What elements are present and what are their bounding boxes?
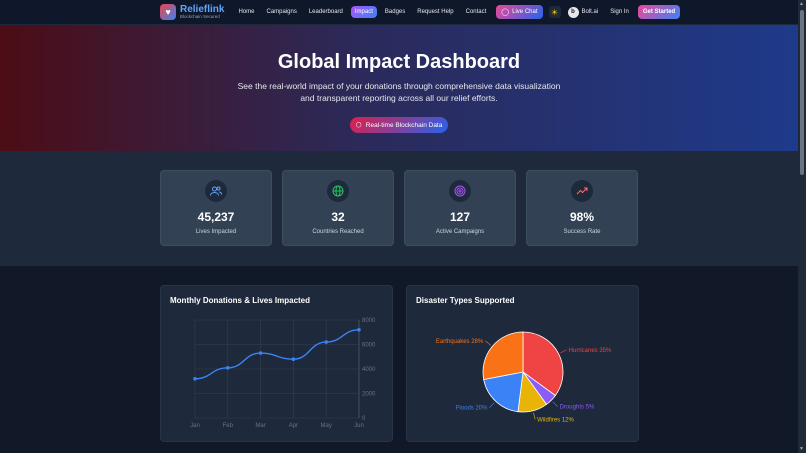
pie-leader-line [560, 349, 567, 354]
line-chart: 0 2000 4000 6000 8000 Jan Feb Mar Apr May Jun [190, 318, 376, 429]
data-point[interactable] [258, 351, 263, 355]
users-icon [205, 180, 227, 202]
stat-card-lives: 45,237 Lives Impacted [160, 170, 272, 246]
line-chart-card: Monthly Donations & Lives Impacted 0 2000… [160, 285, 393, 442]
sign-in-link[interactable]: Sign In [610, 9, 629, 15]
live-chat-label: Live Chat [512, 9, 538, 15]
data-point[interactable] [324, 340, 328, 344]
y-tick-label: 8000 [362, 318, 376, 324]
top-nav: ♥ Relieflink Blockchain Secured Home Camp… [0, 0, 798, 25]
bolt-icon: b [567, 6, 579, 18]
y-tick-label: 2000 [362, 392, 376, 398]
page-title: Global Impact Dashboard [277, 51, 521, 73]
scrollbar-thumb[interactable] [800, 10, 804, 175]
page-scrollbar[interactable]: ▲ ▼ [798, 0, 806, 453]
stat-card-countries: 32 Countries Reached [282, 170, 394, 246]
pie-chart: Hurricanes 35% Droughts 5% Wildfires 12% Fl… [436, 331, 612, 423]
line-chart-title: Monthly Donations & Lives Impacted [170, 296, 311, 305]
pie-leader-line [485, 340, 491, 346]
stats-section: 45,237 Lives Impacted 32 Countries Reach… [0, 151, 798, 266]
get-started-button[interactable]: Get Started [637, 5, 681, 19]
pie-slice[interactable] [483, 371, 524, 413]
y-tick-label: 6000 [362, 343, 376, 349]
trending-up-icon [571, 180, 593, 202]
bolt-link[interactable]: b Bolt.ai [567, 6, 599, 18]
nav-links: Home Campaigns Leaderboard Impact Badges Requ… [234, 6, 494, 18]
theme-toggle-sun-icon[interactable]: ☀ [548, 6, 561, 18]
data-point[interactable] [193, 377, 197, 381]
pie-label: Earthquakes 28% [436, 339, 484, 345]
brand[interactable]: ♥ Relieflink Blockchain Secured [160, 4, 224, 20]
x-tick-label: Jun [354, 423, 364, 429]
pie-label: Wildfires 12% [537, 417, 574, 423]
brand-subtitle: Blockchain Secured [180, 13, 220, 19]
y-tick-label: 4000 [362, 367, 376, 373]
nav-link-impact[interactable]: Impact [350, 6, 377, 18]
stat-label: Lives Impacted [195, 229, 237, 235]
x-tick-label: Jan [190, 423, 200, 429]
x-tick-label: Mar [255, 423, 265, 429]
globe-icon [327, 180, 349, 202]
pie-slice[interactable] [482, 331, 524, 380]
stat-label: Success Rate [563, 229, 601, 235]
x-tick-label: Apr [289, 423, 298, 429]
pie-label: Floods 20% [456, 406, 488, 412]
stat-value: 45,237 [197, 210, 235, 224]
target-icon [449, 180, 471, 202]
y-tick-label: 0 [362, 416, 366, 422]
charts-section: Monthly Donations & Lives Impacted 0 2000… [0, 266, 798, 453]
hero-description-line-1: See the real-world impact of your donati… [237, 81, 561, 91]
hero-description-line-2: and transparent reporting across all our… [300, 93, 498, 103]
pie-chart-title: Disaster Types Supported [416, 296, 515, 305]
stat-value: 127 [449, 210, 471, 224]
hero-section: Global Impact Dashboard See the real-wor… [0, 25, 798, 151]
shield-icon: ⬡ [355, 122, 362, 129]
scroll-down-icon[interactable]: ▼ [799, 446, 804, 452]
nav-link-leaderboard[interactable]: Leaderboard [308, 9, 343, 15]
bolt-label: Bolt.ai [581, 9, 599, 15]
realtime-badge: ⬡ Real-time Blockchain Data [349, 117, 449, 133]
heart-shield-icon: ♥ [160, 4, 176, 20]
chat-icon: ◯ [501, 9, 510, 16]
data-point[interactable] [291, 357, 296, 361]
brand-name: Relieflink [180, 3, 225, 15]
nav-link-badges[interactable]: Badges [384, 9, 406, 15]
nav-link-home[interactable]: Home [238, 9, 255, 15]
stat-label: Countries Reached [312, 229, 364, 235]
x-tick-label: Feb [223, 423, 234, 429]
nav-link-campaigns[interactable]: Campaigns [266, 9, 297, 15]
pie-label: Droughts 5% [560, 405, 595, 411]
stat-card-campaigns: 127 Active Campaigns [404, 170, 516, 246]
x-tick-label: May [321, 423, 332, 429]
pie-label: Hurricanes 35% [569, 348, 612, 354]
series-line [194, 329, 360, 380]
pie-leader-line [489, 402, 495, 408]
stat-card-success: 98% Success Rate [526, 170, 638, 246]
pie-chart-card: Disaster Types Supported Hurricanes 35% D… [406, 285, 639, 442]
pie-slice[interactable] [522, 331, 564, 397]
pie-leader-line [552, 401, 558, 407]
data-point[interactable] [357, 328, 361, 332]
nav-link-request-help[interactable]: Request Help [417, 9, 454, 15]
hero-description: See the real-world impact of your donati… [0, 80, 798, 104]
pie-leader-line [533, 412, 536, 420]
stat-value: 98% [569, 210, 595, 224]
stat-value: 32 [331, 210, 345, 224]
realtime-badge-label: Real-time Blockchain Data [365, 121, 443, 129]
stat-label: Active Campaigns [435, 229, 485, 235]
data-point[interactable] [226, 365, 230, 370]
nav-link-contact[interactable]: Contact [465, 9, 487, 15]
scroll-up-icon[interactable]: ▲ [799, 1, 804, 7]
live-chat-button[interactable]: ◯ Live Chat [496, 5, 543, 19]
